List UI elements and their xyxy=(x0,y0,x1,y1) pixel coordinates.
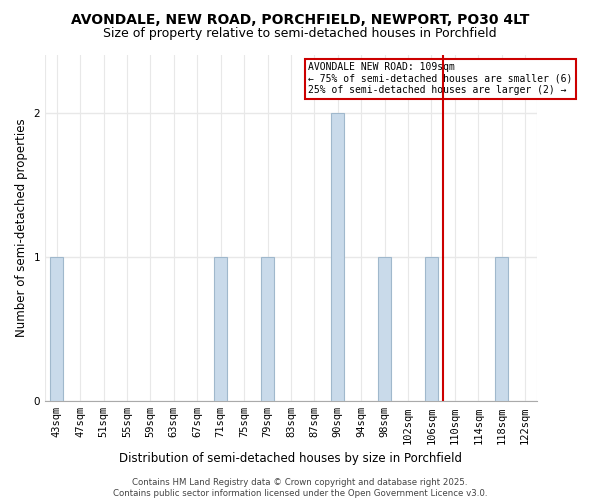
Bar xyxy=(425,257,438,402)
Bar xyxy=(331,112,344,402)
Text: AVONDALE NEW ROAD: 109sqm
← 75% of semi-detached houses are smaller (6)
25% of s: AVONDALE NEW ROAD: 109sqm ← 75% of semi-… xyxy=(308,62,572,95)
Y-axis label: Number of semi-detached properties: Number of semi-detached properties xyxy=(15,119,28,338)
Text: AVONDALE, NEW ROAD, PORCHFIELD, NEWPORT, PO30 4LT: AVONDALE, NEW ROAD, PORCHFIELD, NEWPORT,… xyxy=(71,12,529,26)
Bar xyxy=(261,257,274,402)
Bar xyxy=(214,257,227,402)
Text: Size of property relative to semi-detached houses in Porchfield: Size of property relative to semi-detach… xyxy=(103,28,497,40)
Bar xyxy=(50,257,63,402)
Text: Contains HM Land Registry data © Crown copyright and database right 2025.
Contai: Contains HM Land Registry data © Crown c… xyxy=(113,478,487,498)
Bar xyxy=(378,257,391,402)
Bar xyxy=(495,257,508,402)
X-axis label: Distribution of semi-detached houses by size in Porchfield: Distribution of semi-detached houses by … xyxy=(119,452,463,465)
